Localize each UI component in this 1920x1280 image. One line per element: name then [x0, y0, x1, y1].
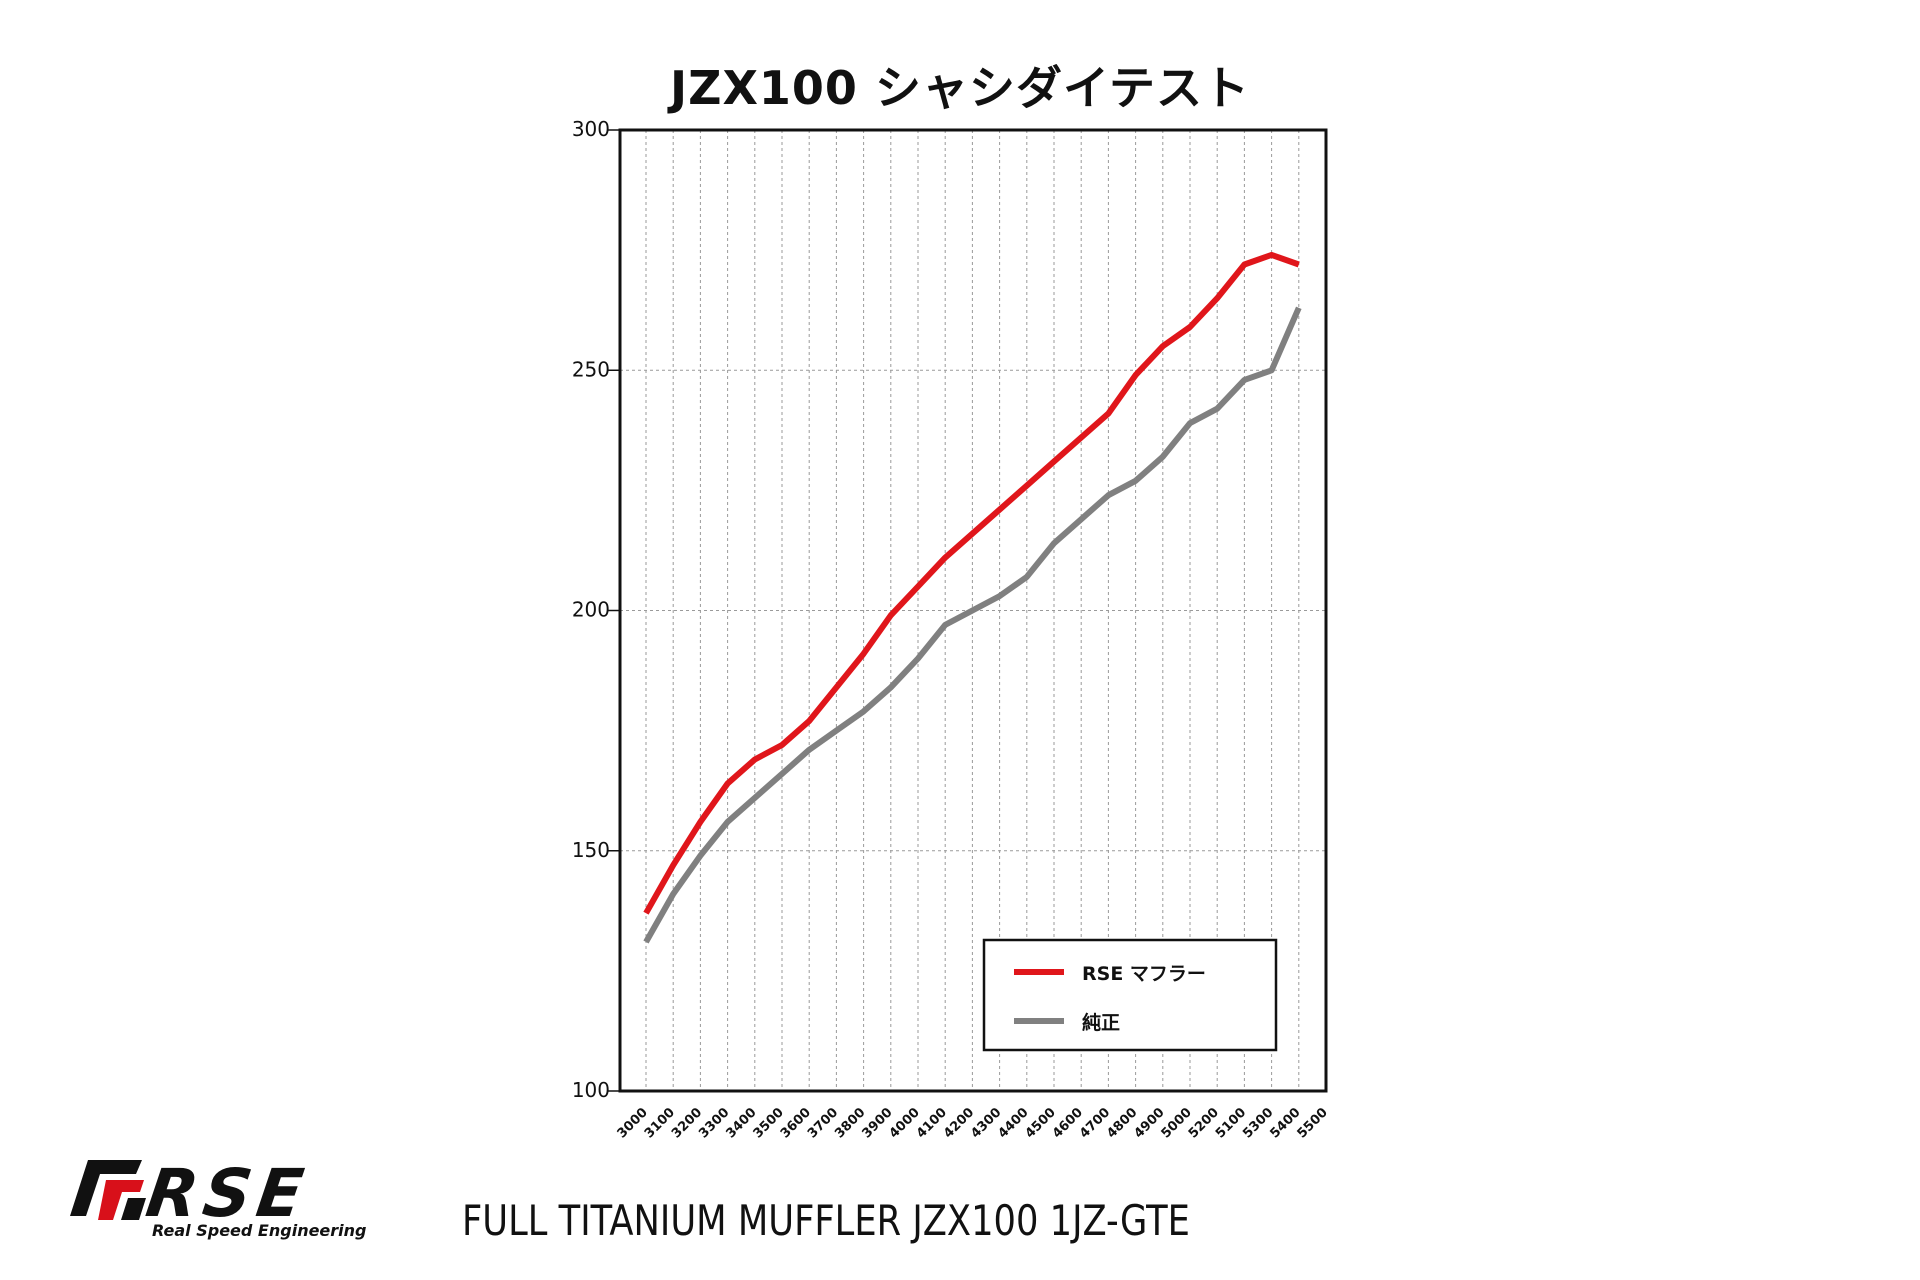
x-tick-label: 3700 — [805, 1105, 841, 1141]
x-tick-label: 3400 — [723, 1105, 759, 1141]
x-tick-label: 4200 — [941, 1105, 977, 1141]
x-tick-label: 3900 — [859, 1105, 895, 1141]
y-tick-label: 300 — [572, 117, 610, 141]
x-tick-label: 4700 — [1077, 1105, 1113, 1141]
y-tick-label: 250 — [572, 357, 610, 381]
legend-box — [982, 938, 1278, 1052]
x-tick-label: 3600 — [778, 1105, 814, 1141]
y-tick-label: 150 — [572, 838, 610, 862]
x-tick-label: 5000 — [1159, 1105, 1195, 1141]
series-lines — [643, 251, 1302, 944]
footer-caption: FULL TITANIUM MUFFLER JZX100 1JZ-GTE — [462, 1196, 1190, 1245]
x-tick-label: 4500 — [1023, 1105, 1059, 1141]
x-tick-label: 5100 — [1213, 1105, 1249, 1141]
series-line-rse — [643, 251, 1300, 915]
logo-subtext: Real Speed Engineering — [152, 1221, 367, 1240]
rse-logo: RSE Real Speed Engineering — [70, 1158, 367, 1240]
x-tick-label: 4600 — [1050, 1105, 1086, 1141]
x-tick-label: 3500 — [751, 1105, 787, 1141]
logo-wordmark: RSE — [142, 1158, 314, 1232]
x-tick-label: 3800 — [832, 1105, 868, 1141]
legend-label-stock: 純正 — [1082, 1011, 1120, 1034]
x-tick-label: 5200 — [1186, 1105, 1222, 1141]
x-tick-label: 4000 — [887, 1105, 923, 1141]
x-tick-label: 4800 — [1104, 1105, 1140, 1141]
x-tick-label: 4400 — [995, 1105, 1031, 1141]
chart-title: JZX100 シャシダイテスト — [669, 61, 1251, 115]
legend: RSE マフラー 純正 — [982, 938, 1278, 1052]
x-tick-label: 3000 — [615, 1105, 651, 1141]
y-axis-ticks: 100 150 200 250 300 — [572, 117, 620, 1102]
y-tick-label: 100 — [572, 1078, 610, 1102]
x-tick-label: 5500 — [1295, 1105, 1331, 1141]
legend-label-rse: RSE マフラー — [1082, 963, 1206, 985]
x-tick-label: 3200 — [669, 1105, 705, 1141]
x-tick-label: 4100 — [914, 1105, 950, 1141]
x-tick-label: 5300 — [1240, 1105, 1276, 1141]
x-tick-label: 3300 — [696, 1105, 732, 1141]
y-tick-label: 200 — [572, 598, 610, 622]
x-axis-ticks: 3000310032003300340035003600370038003900… — [615, 1105, 1331, 1141]
series-line-stock — [643, 306, 1302, 944]
x-tick-label: 3100 — [642, 1105, 678, 1141]
x-tick-label: 4900 — [1131, 1105, 1167, 1141]
x-tick-label: 4300 — [968, 1105, 1004, 1141]
x-tick-label: 5400 — [1267, 1105, 1303, 1141]
logo-mark — [70, 1160, 146, 1220]
